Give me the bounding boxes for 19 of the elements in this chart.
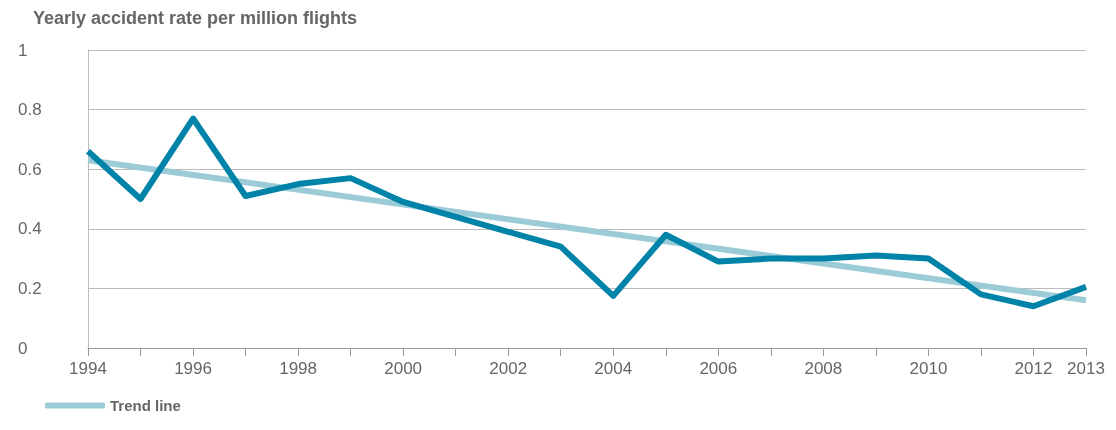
y-tick-label: 0.6 bbox=[18, 159, 42, 179]
x-tick-label: 2008 bbox=[804, 359, 843, 378]
y-tick-label: 1 bbox=[18, 40, 28, 60]
x-tick-label: 1994 bbox=[69, 359, 107, 378]
y-tick-label: 0.2 bbox=[18, 278, 42, 298]
x-tick-label: 2004 bbox=[594, 359, 633, 378]
x-tick-label: 1996 bbox=[174, 359, 212, 378]
y-tick-label: 0 bbox=[18, 338, 28, 358]
x-tick-label: 1998 bbox=[279, 359, 318, 378]
y-tick-label: 0.8 bbox=[18, 100, 42, 120]
x-tick-label: 2002 bbox=[489, 359, 528, 378]
x-tick-label: 2006 bbox=[699, 359, 738, 378]
legend-label: Trend line bbox=[110, 397, 181, 414]
x-tick-label: 2010 bbox=[909, 359, 948, 378]
chart-title: Yearly accident rate per million flights bbox=[33, 8, 358, 28]
x-tick-label: 2000 bbox=[384, 359, 423, 378]
y-tick-label: 0.4 bbox=[18, 219, 42, 239]
x-tick-label: 2013 bbox=[1067, 359, 1105, 378]
x-tick-label: 2012 bbox=[1014, 359, 1053, 378]
